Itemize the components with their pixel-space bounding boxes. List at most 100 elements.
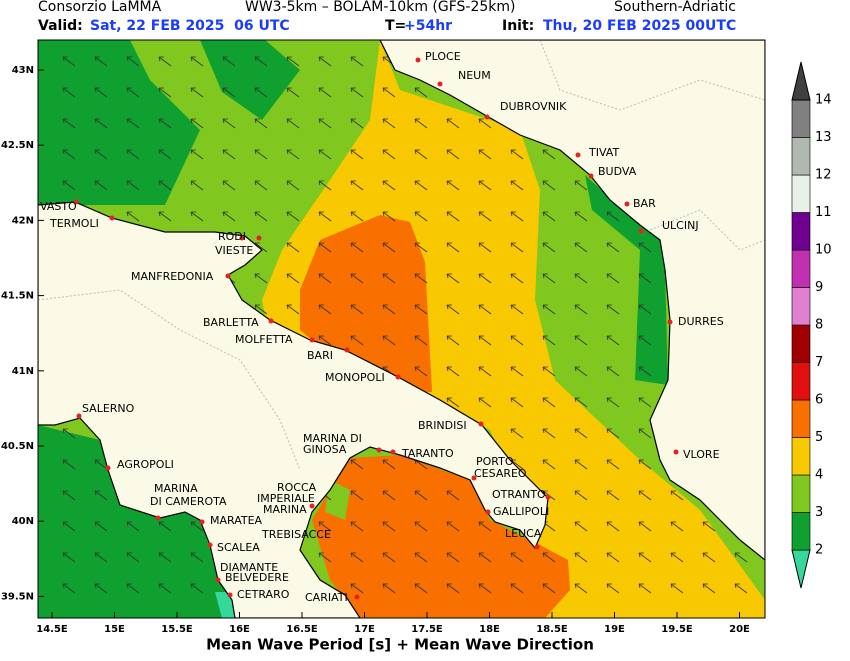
direction-arrow <box>350 304 364 315</box>
direction-arrow <box>414 118 428 129</box>
city-dot <box>484 114 490 120</box>
lon-tick-label: 19.5E <box>661 624 693 635</box>
city-dot <box>215 577 221 583</box>
lat-tick-label: 40N <box>12 516 34 527</box>
lat-tick-label: 43N <box>12 65 34 76</box>
direction-arrow <box>574 397 588 408</box>
city-label: OTRANTO <box>492 488 546 501</box>
direction-arrow <box>478 335 492 346</box>
direction-arrow <box>446 149 460 160</box>
city-label: DI CAMEROTA <box>150 495 227 508</box>
direction-arrow <box>574 273 588 284</box>
direction-arrow <box>318 304 332 315</box>
model: WW3-5km – BOLAM-10km (GFS-25km) <box>245 0 516 15</box>
colorbar-segment <box>791 99 811 138</box>
direction-arrow <box>638 335 652 346</box>
direction-arrow <box>222 118 236 129</box>
direction-arrow <box>574 335 588 346</box>
direction-arrow <box>126 180 140 191</box>
direction-arrow <box>542 397 556 408</box>
direction-arrow <box>254 304 268 315</box>
colorbar-segment <box>791 137 811 176</box>
lon-tick-label: 15.5E <box>161 624 193 635</box>
city-dot <box>624 201 630 207</box>
direction-arrow <box>382 273 396 284</box>
direction-arrow <box>606 521 620 532</box>
direction-arrow <box>382 335 396 346</box>
lon-tick-label: 19E <box>604 624 625 635</box>
city-dot <box>225 273 231 279</box>
colorbar-segment <box>791 174 811 213</box>
direction-arrow <box>606 273 620 284</box>
valid: Sat, 22 FEB 2025 06 UTC <box>90 18 290 34</box>
direction-arrow <box>638 583 652 594</box>
direction-arrow <box>478 149 492 160</box>
colorbar-low <box>791 549 811 589</box>
direction-arrow <box>62 56 76 67</box>
t: +54hr <box>404 18 452 34</box>
direction-arrow <box>606 242 620 253</box>
direction-arrow <box>350 180 364 191</box>
direction-arrow <box>382 211 396 222</box>
footer-title: Mean Wave Period [s] + Mean Wave Directi… <box>206 636 594 654</box>
city-label: LEUCA <box>505 527 542 540</box>
direction-arrow <box>606 397 620 408</box>
direction-arrow <box>638 304 652 315</box>
direction-arrow <box>670 490 684 501</box>
direction-arrow <box>350 459 364 470</box>
colorbar-segment <box>791 287 811 326</box>
city-label: MARINA DI <box>303 432 362 445</box>
direction-arrow <box>574 211 588 222</box>
city-label: DURRES <box>678 315 724 328</box>
direction-arrow <box>318 211 332 222</box>
direction-arrow <box>478 304 492 315</box>
city-dot <box>478 421 484 427</box>
colorbar-segment <box>791 212 811 251</box>
org: Consorzio LaMMA <box>38 0 162 15</box>
direction-arrow <box>574 459 588 470</box>
direction-arrow <box>734 583 748 594</box>
city-label: GALLIPOLI <box>493 505 549 518</box>
direction-arrow <box>510 428 524 439</box>
city-label: MANFREDONIA <box>131 270 214 283</box>
city-dot <box>239 235 245 241</box>
direction-arrow <box>94 118 108 129</box>
direction-arrow <box>286 242 300 253</box>
direction-arrow <box>382 521 396 532</box>
direction-arrow <box>382 304 396 315</box>
colorbar-tick-label: 2 <box>815 543 823 558</box>
direction-arrow <box>126 149 140 160</box>
city-dot <box>545 494 551 500</box>
direction-arrow <box>414 87 428 98</box>
direction-arrow <box>126 211 140 222</box>
city-label: SCALEA <box>217 541 260 554</box>
city-label: CETRARO <box>237 588 290 601</box>
city-label: TREBISACCE <box>261 528 331 541</box>
direction-arrow <box>158 180 172 191</box>
direction-arrow <box>638 242 652 253</box>
city-label: TIVAT <box>588 146 619 159</box>
city-label: BARLETTA <box>203 316 259 329</box>
direction-arrow <box>478 521 492 532</box>
direction-arrow <box>318 552 332 563</box>
direction-arrow <box>350 242 364 253</box>
map-frame <box>37 39 766 619</box>
direction-arrow <box>542 273 556 284</box>
direction-arrow <box>286 56 300 67</box>
city-dot <box>390 449 396 455</box>
direction-arrow <box>350 521 364 532</box>
direction-arrow <box>574 366 588 377</box>
city-dot <box>534 544 540 550</box>
direction-arrow <box>350 211 364 222</box>
direction-arrow <box>254 149 268 160</box>
direction-arrow <box>510 335 524 346</box>
colorbar-tick-label: 3 <box>815 505 823 520</box>
direction-arrow <box>414 242 428 253</box>
direction-arrow <box>638 490 652 501</box>
direction-arrow <box>158 211 172 222</box>
city-dot <box>673 449 679 455</box>
lon-tick-label: 17.5E <box>411 624 443 635</box>
direction-arrow <box>62 521 76 532</box>
direction-arrow <box>286 273 300 284</box>
lon-tick-label: 16E <box>229 624 250 635</box>
